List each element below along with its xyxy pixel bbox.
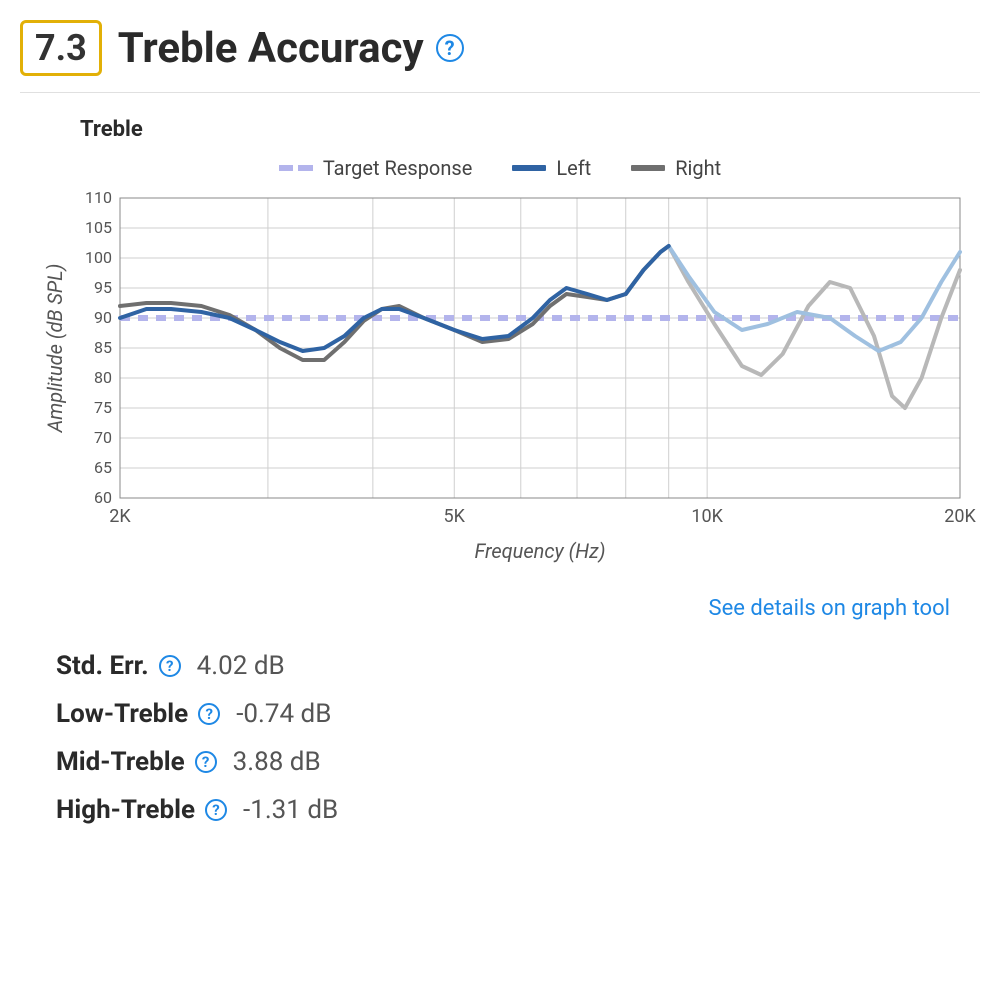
svg-text:60: 60 (94, 488, 112, 507)
svg-text:90: 90 (94, 308, 112, 327)
section-header: 7.3 Treble Accuracy ? (20, 20, 980, 92)
help-icon[interactable]: ? (436, 34, 464, 62)
svg-text:85: 85 (94, 338, 112, 357)
chart-plot: 60657075808590951001051102K5K10K20KFrequ… (40, 188, 960, 572)
svg-text:110: 110 (85, 188, 112, 207)
svg-text:2K: 2K (109, 506, 131, 527)
svg-text:95: 95 (94, 278, 112, 297)
svg-text:Amplitude (dB SPL): Amplitude (dB SPL) (43, 264, 67, 434)
help-icon[interactable]: ? (159, 655, 181, 677)
stat-row: Std. Err.? 4.02 dB (56, 651, 980, 681)
section-title: Treble Accuracy ? (118, 24, 464, 73)
legend-label: Left (556, 156, 591, 180)
stat-label: Mid-Treble (56, 747, 185, 777)
legend-item: Target Response (279, 156, 473, 180)
help-icon[interactable]: ? (195, 751, 217, 773)
legend-swatch-solid (512, 165, 546, 171)
score-badge: 7.3 (20, 20, 102, 76)
chart-legend: Target Response Left Right (40, 156, 960, 180)
chart-title: Treble (80, 117, 960, 142)
title-text: Treble Accuracy (118, 24, 424, 73)
stat-label: High-Treble (56, 795, 195, 825)
svg-text:80: 80 (94, 368, 112, 387)
svg-text:75: 75 (94, 398, 112, 417)
help-icon[interactable]: ? (198, 703, 220, 725)
stat-label: Std. Err. (56, 651, 149, 681)
svg-text:70: 70 (94, 428, 112, 447)
chart-container: Treble Target Response Left Right 60 65 70 75… (20, 117, 980, 572)
legend-label: Right (675, 156, 721, 180)
svg-text:100: 100 (85, 248, 112, 267)
stat-value: -1.31 dB (243, 795, 338, 825)
svg-text:105: 105 (85, 218, 112, 237)
help-icon[interactable]: ? (205, 799, 227, 821)
svg-text:10K: 10K (691, 506, 723, 527)
divider (20, 92, 980, 93)
svg-text:Frequency (Hz): Frequency (Hz) (475, 539, 606, 563)
stat-row: High-Treble? -1.31 dB (56, 795, 980, 825)
stat-row: Mid-Treble? 3.88 dB (56, 747, 980, 777)
stat-row: Low-Treble? -0.74 dB (56, 699, 980, 729)
stat-value: 3.88 dB (233, 747, 321, 777)
legend-item: Left (512, 156, 591, 180)
svg-text:5K: 5K (444, 506, 466, 527)
stat-value: 4.02 dB (197, 651, 285, 681)
legend-label: Target Response (323, 156, 473, 180)
legend-item: Right (631, 156, 721, 180)
details-link[interactable]: See details on graph tool (20, 596, 950, 621)
stat-label: Low-Treble (56, 699, 188, 729)
legend-swatch-dashed (279, 165, 313, 171)
svg-text:65: 65 (94, 458, 112, 477)
legend-swatch-solid (631, 165, 665, 171)
stat-value: -0.74 dB (236, 699, 331, 729)
svg-text:20K: 20K (944, 506, 976, 527)
stats-list: Std. Err.? 4.02 dB Low-Treble? -0.74 dB Mid-… (20, 651, 980, 825)
chart-svg: 60 65 70 75 80 85 90 95 100 105 110 2K 5K 10K 20K Frequ… (40, 188, 980, 568)
